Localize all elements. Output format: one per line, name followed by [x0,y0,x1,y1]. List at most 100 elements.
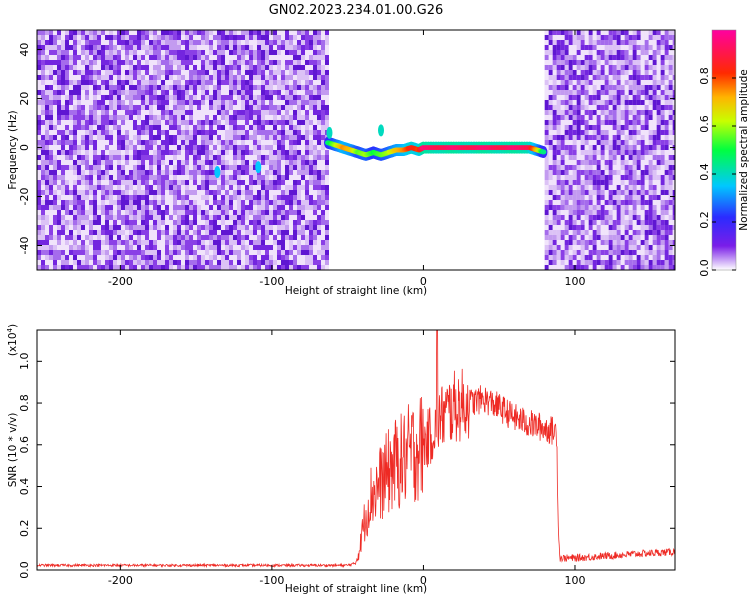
noise-cell [113,110,117,115]
noise-cell [580,55,585,60]
noise-cell [648,140,653,145]
noise-cell [564,180,569,185]
noise-cell [173,35,177,40]
noise-cell [632,160,637,165]
noise-cell [109,175,113,180]
noise-cell [221,180,225,185]
noise-cell [61,260,65,265]
noise-cell [273,165,277,170]
noise-cell [652,75,657,80]
noise-cell [81,225,85,230]
noise-cell [584,205,589,210]
noise-cell [596,165,601,170]
noise-cell [57,155,61,160]
noise-cell [640,140,645,145]
noise-cell [656,65,661,70]
noise-cell [209,200,213,205]
noise-cell [249,205,253,210]
noise-cell [648,70,653,75]
noise-cell [61,160,65,165]
noise-cell [237,125,241,130]
noise-cell [560,205,565,210]
noise-cell [265,235,269,240]
noise-cell [133,60,137,65]
noise-cell [201,45,205,50]
noise-cell [568,255,573,260]
noise-cell [548,175,553,180]
noise-cell [636,240,641,245]
noise-cell [584,215,589,220]
noise-cell [233,190,237,195]
noise-cell [57,120,61,125]
noise-cell [121,65,125,70]
noise-cell [608,220,613,225]
noise-cell [548,85,553,90]
noise-cell [133,220,137,225]
noise-cell [604,145,609,150]
noise-cell [177,235,181,240]
noise-cell [572,185,577,190]
noise-cell [221,210,225,215]
noise-cell [77,70,81,75]
noise-cell [249,175,253,180]
noise-cell [153,160,157,165]
noise-cell [217,110,221,115]
noise-cell [245,55,249,60]
noise-cell [121,130,125,135]
noise-cell [77,125,81,130]
noise-cell [289,125,293,130]
noise-cell [105,165,109,170]
noise-cell [265,35,269,40]
noise-cell [636,235,641,240]
noise-cell [237,110,241,115]
noise-cell [85,50,89,55]
noise-cell [580,70,585,75]
noise-cell [285,255,289,260]
noise-cell [664,70,669,75]
noise-cell [580,235,585,240]
noise-cell [89,180,93,185]
noise-cell [37,265,41,270]
noise-cell [205,135,209,140]
noise-cell [101,70,105,75]
noise-cell [580,195,585,200]
noise-cell [660,205,665,210]
noise-cell [113,45,117,50]
noise-cell [205,60,209,65]
noise-cell [77,185,81,190]
noise-cell [113,30,117,35]
noise-cell [225,145,229,150]
noise-cell [664,245,669,250]
noise-cell [640,30,645,35]
noise-cell [652,150,657,155]
noise-cell [640,45,645,50]
noise-cell [544,200,549,205]
noise-cell [81,90,85,95]
noise-cell [101,85,105,90]
noise-cell [81,260,85,265]
noise-cell [277,105,281,110]
noise-cell [153,110,157,115]
noise-cell [97,245,101,250]
noise-cell [628,100,633,105]
noise-cell [592,220,597,225]
noise-cell [309,125,313,130]
noise-cell [217,215,221,220]
noise-cell [121,165,125,170]
noise-cell [297,180,301,185]
noise-cell [145,135,149,140]
noise-cell [153,230,157,235]
noise-cell [600,70,605,75]
noise-cell [261,150,265,155]
noise-cell [608,170,613,175]
noise-cell [285,70,289,75]
noise-cell [289,160,293,165]
noise-cell [612,195,617,200]
noise-cell [249,90,253,95]
noise-cell [65,130,69,135]
noise-cell [596,105,601,110]
noise-cell [65,110,69,115]
noise-cell [197,115,201,120]
noise-cell [241,120,245,125]
noise-cell [41,90,45,95]
